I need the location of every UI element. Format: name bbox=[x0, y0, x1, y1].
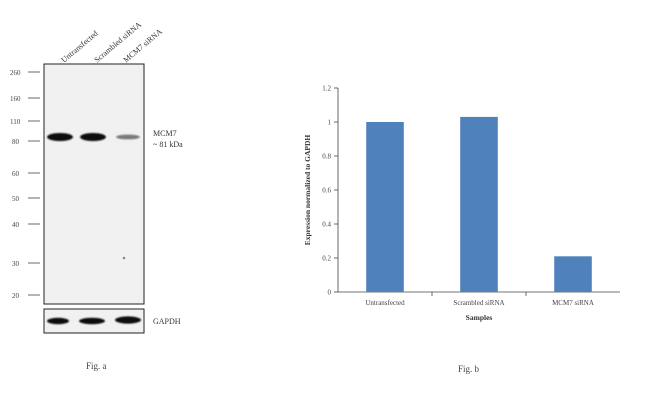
mw-marker-60: 60 bbox=[12, 170, 20, 178]
western-blot: Untransfected Scrambled siRNA MCM7 siRNA… bbox=[10, 20, 183, 334]
y-tick-label: 0.6 bbox=[322, 187, 331, 195]
y-tick-label: 0.8 bbox=[322, 153, 331, 161]
y-tick-label: 0 bbox=[328, 289, 332, 297]
y-tick-label: 1.2 bbox=[322, 85, 331, 93]
gapdh-band-lane-3 bbox=[115, 316, 141, 324]
gapdh-band-lane-2 bbox=[79, 317, 105, 325]
blot-panel bbox=[43, 63, 145, 305]
band-label-size: ~ 81 kDa bbox=[153, 140, 183, 149]
gapdh-label: GAPDH bbox=[153, 317, 181, 326]
mcm7-band-lane-1 bbox=[47, 133, 73, 141]
fig-a-caption: Fig. a bbox=[86, 361, 107, 371]
mw-marker-160: 160 bbox=[10, 95, 21, 103]
fig-b-caption: Fig. b bbox=[458, 364, 480, 374]
blot-speck bbox=[122, 256, 126, 260]
x-tick-label: Scrambled siRNA bbox=[453, 299, 504, 307]
x-axis-label: Samples bbox=[466, 313, 493, 322]
mw-marker-20: 20 bbox=[12, 292, 20, 300]
bar bbox=[366, 122, 404, 292]
mw-marker-40: 40 bbox=[12, 221, 20, 229]
bars bbox=[366, 116, 592, 293]
x-tick-label: Untransfected bbox=[365, 299, 405, 307]
mw-marker-260: 260 bbox=[10, 69, 21, 77]
mw-markers: 260 160 110 80 60 50 40 30 20 bbox=[10, 69, 40, 300]
gapdh-band-lane-1 bbox=[47, 317, 69, 325]
y-tick-label: 0.2 bbox=[322, 255, 331, 263]
expression-bar-chart: 0 0.2 0.4 0.6 0.8 1 1.2 Untransfected Scrambled… bbox=[303, 85, 620, 322]
mcm7-band-lane-3 bbox=[116, 134, 140, 140]
lane-label-scrambled: Scrambled siRNA bbox=[93, 20, 144, 65]
x-axis: Untransfected Scrambled siRNA MCM7 siRNA bbox=[338, 291, 620, 307]
band-label-mcm7: MCM7 bbox=[153, 129, 177, 138]
y-tick-label: 1 bbox=[328, 119, 332, 127]
bar bbox=[554, 256, 592, 292]
mw-marker-80: 80 bbox=[12, 138, 20, 146]
bar bbox=[460, 116, 498, 293]
mcm7-band-lane-2 bbox=[80, 133, 106, 141]
mw-marker-30: 30 bbox=[12, 260, 20, 268]
mw-marker-50: 50 bbox=[12, 195, 20, 203]
y-tick-label: 0.4 bbox=[322, 221, 331, 229]
y-axis: 0 0.2 0.4 0.6 0.8 1 1.2 bbox=[322, 85, 339, 297]
y-axis-label: Expression normalized to GAPDH bbox=[303, 135, 312, 246]
mw-marker-110: 110 bbox=[10, 118, 21, 126]
x-tick-label: MCM7 siRNA bbox=[552, 299, 594, 307]
